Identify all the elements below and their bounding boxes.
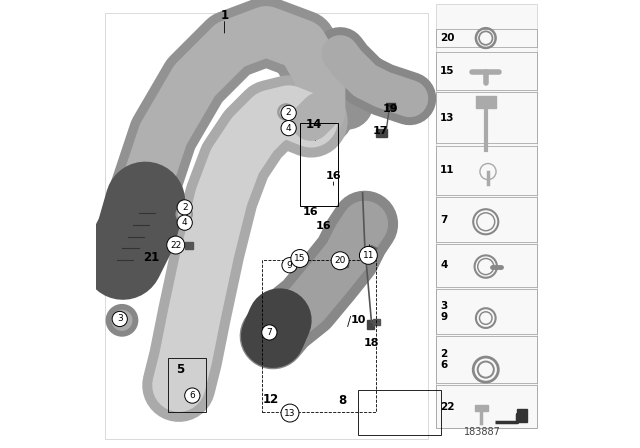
Bar: [436, 385, 538, 428]
Text: 22: 22: [170, 241, 181, 250]
Text: 11: 11: [440, 165, 454, 175]
Bar: [436, 146, 538, 195]
Text: 5: 5: [175, 363, 184, 376]
Circle shape: [281, 121, 296, 136]
Circle shape: [167, 236, 185, 254]
Circle shape: [176, 206, 193, 222]
Text: 10: 10: [350, 315, 366, 325]
Circle shape: [291, 250, 309, 267]
Circle shape: [280, 106, 292, 118]
Text: 16: 16: [326, 171, 341, 181]
Text: 17: 17: [372, 126, 388, 136]
Bar: [387, 103, 396, 110]
Circle shape: [177, 215, 193, 230]
Bar: [475, 405, 488, 411]
Text: 18: 18: [364, 338, 380, 348]
Text: 1: 1: [221, 9, 228, 22]
Text: 22: 22: [440, 402, 454, 412]
Circle shape: [185, 388, 200, 403]
Circle shape: [112, 311, 127, 327]
Text: 4: 4: [440, 260, 447, 271]
Circle shape: [278, 104, 294, 120]
Text: 14: 14: [306, 117, 323, 131]
Circle shape: [179, 208, 190, 220]
Text: 2
6: 2 6: [440, 349, 447, 370]
Bar: [105, 13, 428, 439]
Text: 11: 11: [363, 251, 374, 260]
Bar: [367, 320, 374, 329]
Bar: [185, 242, 193, 249]
Bar: [517, 409, 527, 422]
Bar: [262, 260, 376, 412]
Text: 13: 13: [440, 112, 454, 123]
Circle shape: [262, 325, 277, 340]
Text: 21: 21: [143, 251, 159, 264]
Circle shape: [106, 305, 138, 336]
Bar: [150, 254, 161, 264]
Circle shape: [332, 252, 349, 270]
Text: 19: 19: [383, 104, 398, 114]
Bar: [436, 4, 538, 428]
Bar: [373, 319, 380, 325]
Bar: [436, 92, 538, 143]
Bar: [168, 358, 206, 412]
Circle shape: [282, 258, 297, 273]
Circle shape: [281, 404, 299, 422]
Bar: [376, 129, 387, 137]
Text: 9: 9: [287, 261, 292, 270]
Text: 6: 6: [189, 391, 195, 400]
Text: 13: 13: [284, 409, 296, 418]
Circle shape: [177, 200, 193, 215]
Text: 12: 12: [262, 393, 279, 406]
Bar: [436, 52, 538, 90]
Text: 8: 8: [339, 394, 346, 408]
Text: 4: 4: [286, 124, 291, 133]
Text: 2: 2: [286, 108, 291, 117]
Text: 3: 3: [117, 314, 123, 323]
Text: 4: 4: [182, 218, 188, 227]
Text: 16: 16: [302, 207, 318, 217]
Bar: [300, 123, 338, 206]
Bar: [436, 29, 538, 47]
Circle shape: [360, 246, 378, 264]
Text: 7: 7: [266, 328, 272, 337]
Bar: [436, 197, 538, 242]
Text: 2: 2: [182, 203, 188, 212]
Text: 16: 16: [316, 221, 332, 231]
Circle shape: [281, 105, 296, 121]
Bar: [358, 390, 441, 435]
Text: 3
9: 3 9: [440, 301, 447, 322]
Text: 15: 15: [440, 65, 454, 76]
Bar: [342, 258, 348, 267]
Text: 183887: 183887: [464, 427, 500, 437]
Circle shape: [112, 310, 132, 330]
Bar: [476, 96, 495, 108]
Bar: [436, 336, 538, 383]
Text: 20: 20: [335, 256, 346, 265]
Text: 20: 20: [440, 33, 454, 43]
Bar: [436, 244, 538, 287]
Text: 15: 15: [294, 254, 305, 263]
Text: 7: 7: [440, 215, 447, 224]
Bar: [436, 289, 538, 334]
